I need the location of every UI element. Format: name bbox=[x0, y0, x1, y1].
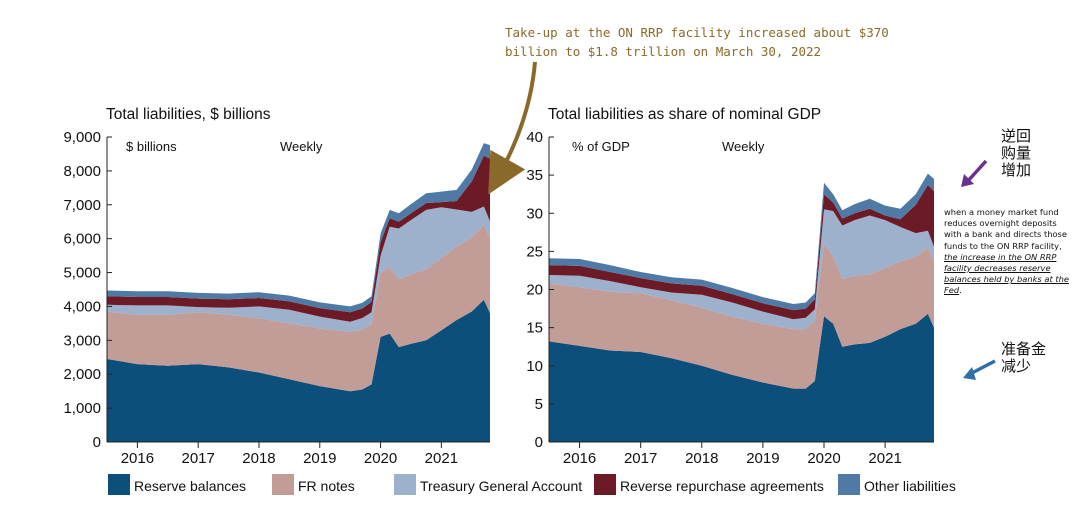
legend-swatch-rrp bbox=[594, 474, 616, 495]
frequency-label: Weekly bbox=[280, 139, 323, 154]
side-label-down: 准备金减少 bbox=[1001, 341, 1053, 375]
note-emphasis: the increase in the ON RRP facility decr… bbox=[944, 251, 1069, 296]
blue-arrow-icon bbox=[969, 359, 996, 376]
stacked-areas bbox=[107, 143, 490, 442]
unit-label: % of GDP bbox=[572, 139, 630, 154]
callout-text: Take-up at the ON RRP facility increased… bbox=[505, 23, 945, 61]
y-tick-label: 2,000 bbox=[63, 366, 101, 383]
frequency-label: Weekly bbox=[722, 139, 765, 154]
legend-label-tga: Treasury General Account bbox=[420, 478, 582, 494]
x-tick-label: 2017 bbox=[624, 450, 657, 467]
x-tick-label: 2018 bbox=[242, 450, 275, 467]
legend-label-fr: FR notes bbox=[298, 478, 355, 494]
reserves-decrease-label: 准备金减少 bbox=[1001, 340, 1047, 375]
chart-title: Total liabilities as share of nominal GD… bbox=[548, 106, 821, 123]
x-tick-label: 2017 bbox=[182, 450, 215, 467]
y-tick-label: 40 bbox=[526, 129, 543, 146]
y-tick-label: 15 bbox=[526, 320, 543, 337]
legend-swatch-fr bbox=[272, 474, 294, 495]
y-tick-label: 30 bbox=[526, 205, 543, 222]
area-rrp bbox=[549, 185, 934, 320]
x-tick-label: 2020 bbox=[807, 450, 840, 467]
legend-swatch-other bbox=[838, 474, 860, 495]
area-other bbox=[549, 173, 934, 311]
x-tick-label: 2016 bbox=[563, 450, 596, 467]
y-tick-label: 5,000 bbox=[63, 265, 101, 282]
x-tick-label: 2019 bbox=[303, 450, 336, 467]
x-axis-ticks: 2016 2017 2018 2019 2020 2021 bbox=[549, 441, 934, 467]
unit-label: $ billions bbox=[126, 139, 177, 154]
y-tick-label: 8,000 bbox=[63, 163, 101, 180]
x-tick-label: 2016 bbox=[121, 450, 154, 467]
area-rrp bbox=[107, 155, 490, 322]
callout-arrow-icon bbox=[488, 61, 537, 195]
y-tick-label: 20 bbox=[526, 282, 543, 299]
rrp-increase-label: 逆回购量增加 bbox=[1001, 127, 1032, 179]
note-text: when a money market fund reduces overnig… bbox=[944, 207, 1067, 251]
area-reserve bbox=[107, 299, 490, 442]
legend-swatch-tga bbox=[394, 474, 416, 495]
y-axis-ticks: 0 1,000 2,000 3,000 4,000 5,000 6,000 7,000 8,00… bbox=[63, 129, 112, 451]
note-end: . bbox=[959, 285, 962, 296]
stacked-areas bbox=[549, 173, 934, 442]
side-note: when a money market fund reduces overnig… bbox=[944, 207, 1072, 297]
y-axis-ticks: 0 5 10 15 20 25 30 35 40 bbox=[526, 129, 554, 451]
legend-label-reserve: Reserve balances bbox=[134, 478, 246, 494]
area-tga bbox=[107, 206, 490, 332]
legend-swatch-reserve bbox=[108, 474, 130, 495]
legend: Reserve balances FR notes Treasury General… bbox=[108, 474, 956, 495]
y-tick-label: 3,000 bbox=[63, 332, 101, 349]
area-reserve bbox=[549, 313, 934, 442]
y-tick-label: 25 bbox=[526, 243, 543, 260]
x-tick-label: 2018 bbox=[685, 450, 718, 467]
x-tick-label: 2021 bbox=[868, 450, 901, 467]
x-tick-label: 2021 bbox=[425, 450, 458, 467]
y-tick-label: 35 bbox=[526, 167, 543, 184]
y-tick-label: 9,000 bbox=[63, 129, 101, 146]
y-tick-label: 0 bbox=[535, 434, 543, 451]
y-tick-label: 4,000 bbox=[63, 298, 101, 315]
y-tick-label: 0 bbox=[93, 434, 101, 451]
purple-arrow-head-icon bbox=[961, 174, 974, 187]
legend-label-rrp: Reverse repurchase agreements bbox=[620, 478, 824, 494]
area-fr bbox=[107, 225, 490, 392]
side-label-up: 逆回购量增加 bbox=[1001, 128, 1037, 179]
x-axis-ticks: 2016 2017 2018 2019 2020 2021 bbox=[107, 441, 490, 467]
blue-arrow-head-icon bbox=[963, 367, 976, 380]
area-other bbox=[107, 143, 490, 313]
callout-label: Take-up at the ON RRP facility increased… bbox=[505, 25, 889, 59]
purple-arrow-icon bbox=[965, 159, 988, 184]
y-tick-label: 6,000 bbox=[63, 231, 101, 248]
x-tick-label: 2020 bbox=[364, 450, 397, 467]
chart-title: Total liabilities, $ billions bbox=[106, 106, 271, 123]
y-tick-label: 10 bbox=[526, 358, 543, 375]
y-tick-label: 1,000 bbox=[63, 400, 101, 417]
y-tick-label: 7,000 bbox=[63, 197, 101, 214]
area-fr bbox=[549, 243, 934, 389]
y-tick-label: 5 bbox=[535, 396, 543, 413]
area-tga bbox=[549, 209, 934, 330]
chart-total-liabilities: Total liabilities, $ billions 0 1,000 2,00… bbox=[63, 106, 490, 467]
legend-label-other: Other liabilities bbox=[864, 478, 956, 494]
chart-liabilities-share-gdp: Total liabilities as share of nominal GD… bbox=[526, 106, 934, 467]
x-tick-label: 2019 bbox=[746, 450, 779, 467]
